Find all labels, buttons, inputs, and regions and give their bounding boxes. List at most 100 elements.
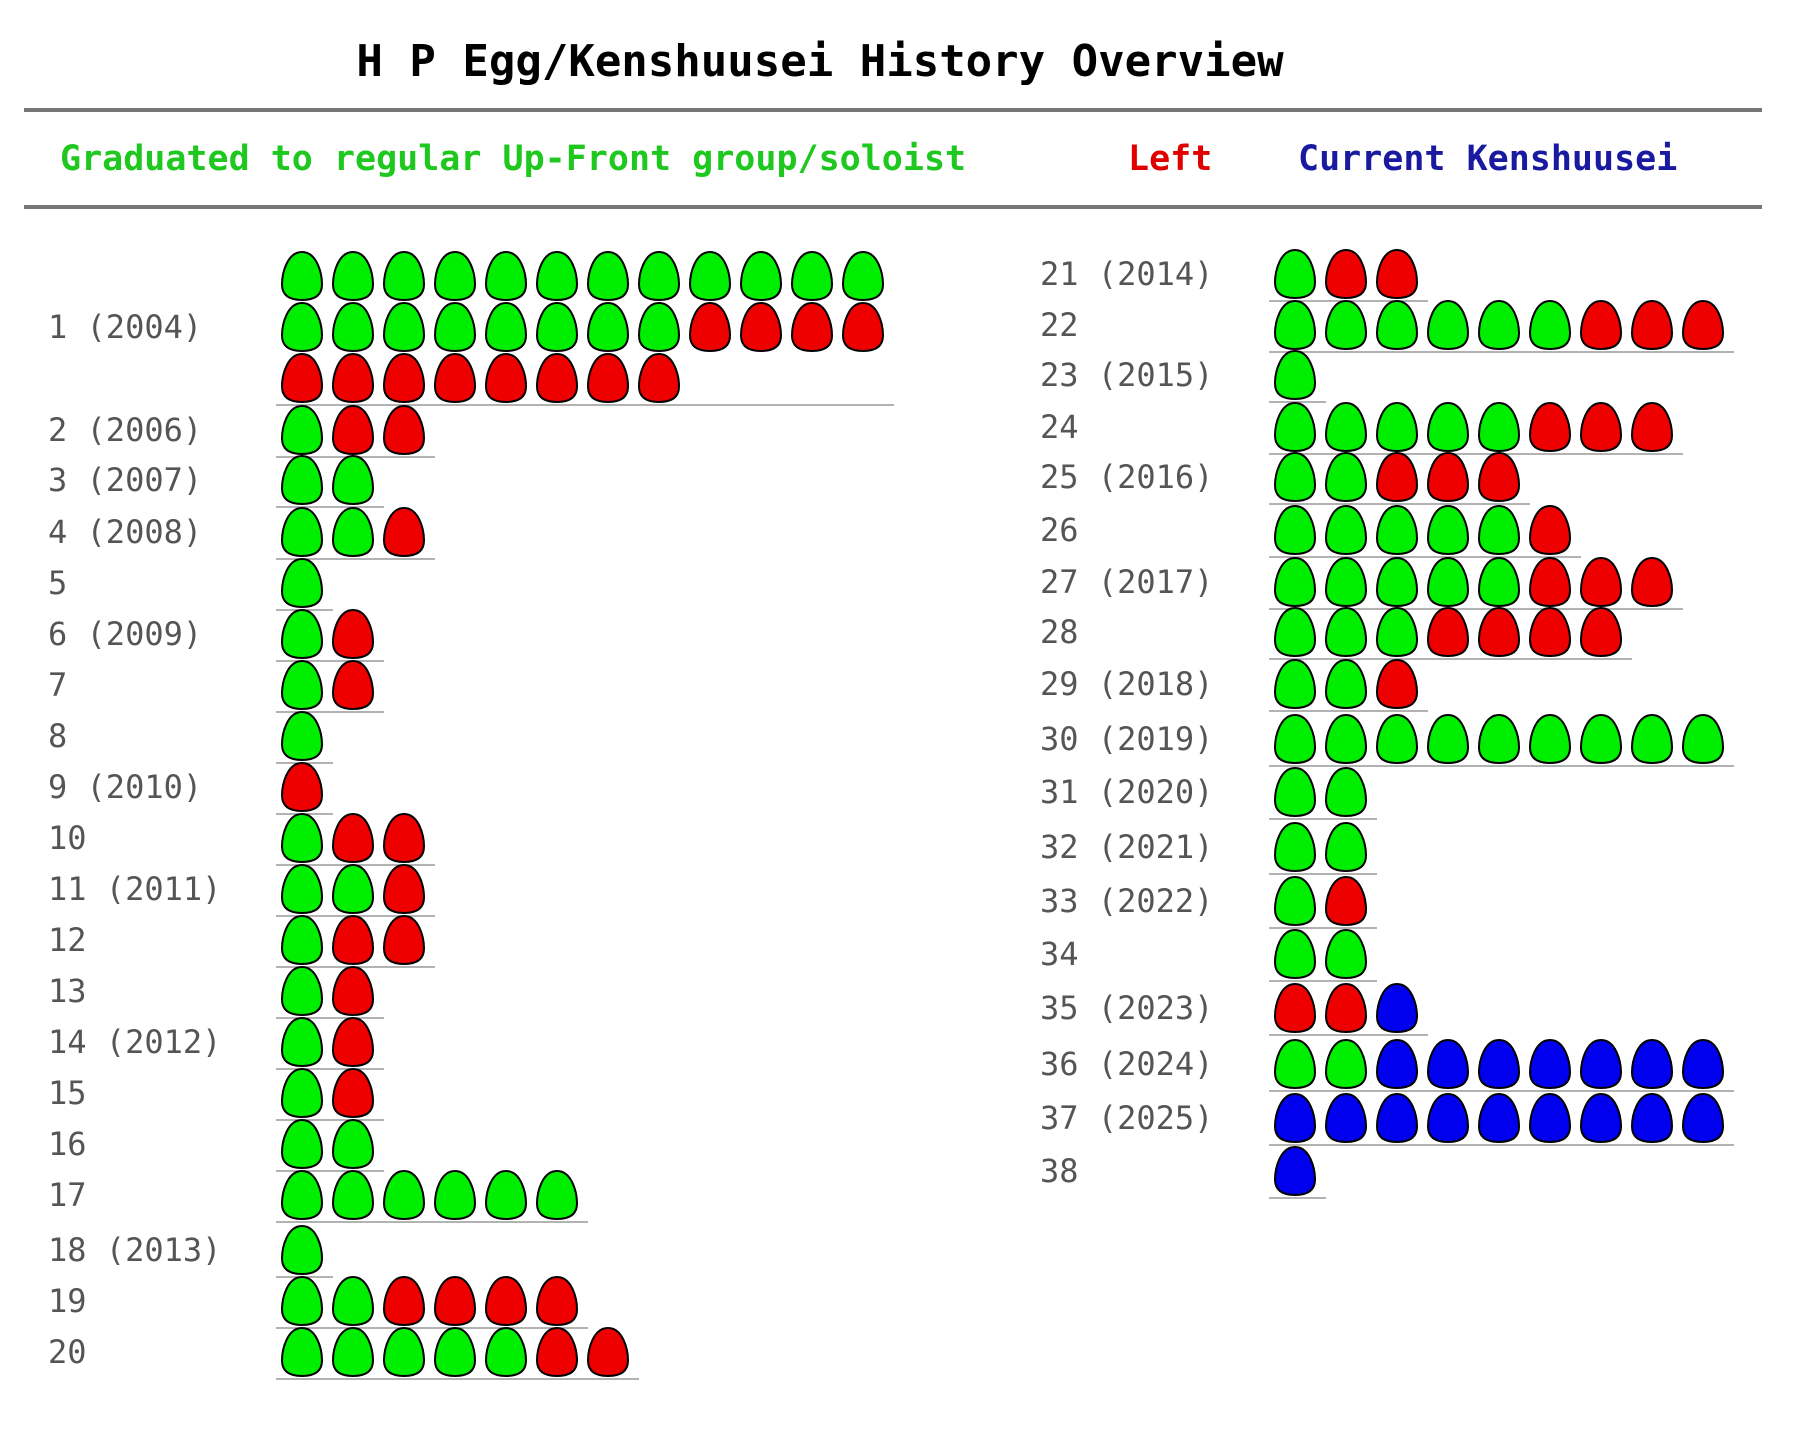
row-label: 26	[1040, 511, 1079, 549]
egg-graduated	[280, 1067, 324, 1119]
egg-graduated	[331, 250, 375, 302]
egg-graduated	[1273, 606, 1317, 658]
egg-left	[1324, 248, 1368, 300]
egg-left	[331, 404, 375, 456]
egg-graduated	[1426, 504, 1470, 556]
egg-graduated	[1477, 401, 1521, 453]
egg-graduated	[637, 250, 681, 302]
egg-graduated	[1324, 658, 1368, 710]
egg-graduated	[484, 1326, 528, 1378]
row-label: 17	[48, 1176, 87, 1214]
row-label: 5	[48, 564, 67, 602]
egg-graduated	[586, 301, 630, 353]
row-label: 18 (2013)	[48, 1231, 221, 1269]
egg-graduated	[1324, 556, 1368, 608]
egg-current	[1579, 1092, 1623, 1144]
egg-left	[1528, 606, 1572, 658]
egg-graduated	[433, 1326, 477, 1378]
egg-current	[1375, 1038, 1419, 1090]
egg-left	[1324, 982, 1368, 1034]
egg-graduated	[1273, 349, 1317, 401]
egg-graduated	[433, 250, 477, 302]
egg-graduated	[280, 914, 324, 966]
egg-graduated	[280, 557, 324, 609]
egg-graduated	[586, 250, 630, 302]
egg-left	[1273, 982, 1317, 1034]
egg-graduated	[280, 1169, 324, 1221]
egg-left	[1630, 556, 1674, 608]
egg-left	[586, 352, 630, 404]
egg-graduated	[484, 250, 528, 302]
egg-left	[1528, 504, 1572, 556]
egg-left	[1375, 248, 1419, 300]
egg-graduated	[382, 301, 426, 353]
egg-graduated	[331, 863, 375, 915]
row-label: 20	[48, 1333, 87, 1371]
egg-graduated	[1273, 299, 1317, 351]
egg-graduated	[280, 1224, 324, 1276]
egg-graduated	[688, 250, 732, 302]
egg-graduated	[1426, 401, 1470, 453]
egg-current	[1681, 1038, 1725, 1090]
egg-graduated	[1273, 713, 1317, 765]
chart-title: H P Egg/Kenshuusei History Overview	[356, 36, 1284, 87]
row-label: 10	[48, 819, 87, 857]
egg-graduated	[841, 250, 885, 302]
egg-graduated	[280, 301, 324, 353]
egg-current	[1273, 1092, 1317, 1144]
row-label: 37 (2025)	[1040, 1099, 1213, 1137]
egg-graduated	[1528, 713, 1572, 765]
egg-left	[280, 352, 324, 404]
row-label: 32 (2021)	[1040, 828, 1213, 866]
egg-graduated	[1324, 821, 1368, 873]
egg-graduated	[535, 301, 579, 353]
egg-graduated	[1324, 713, 1368, 765]
egg-graduated	[382, 1326, 426, 1378]
row-label: 31 (2020)	[1040, 773, 1213, 811]
egg-left	[382, 914, 426, 966]
row-label: 7	[48, 666, 67, 704]
egg-graduated	[1324, 451, 1368, 503]
egg-current	[1477, 1038, 1521, 1090]
egg-left	[331, 1016, 375, 1068]
egg-graduated	[382, 250, 426, 302]
egg-graduated	[1324, 766, 1368, 818]
egg-current	[1426, 1092, 1470, 1144]
egg-graduated	[280, 1275, 324, 1327]
egg-graduated	[382, 1169, 426, 1221]
egg-current	[1375, 982, 1419, 1034]
egg-current	[1324, 1092, 1368, 1144]
egg-current	[1681, 1092, 1725, 1144]
egg-graduated	[1273, 766, 1317, 818]
egg-graduated	[1426, 299, 1470, 351]
egg-graduated	[1324, 928, 1368, 980]
row-label: 16	[48, 1125, 87, 1163]
egg-graduated	[331, 454, 375, 506]
row-label: 33 (2022)	[1040, 882, 1213, 920]
egg-graduated	[331, 506, 375, 558]
egg-graduated	[1324, 401, 1368, 453]
egg-current	[1630, 1038, 1674, 1090]
legend-left: Left	[1128, 139, 1212, 179]
row-label: 38	[1040, 1152, 1079, 1190]
egg-graduated	[280, 812, 324, 864]
egg-graduated	[1324, 504, 1368, 556]
egg-graduated	[1273, 658, 1317, 710]
egg-left	[1630, 299, 1674, 351]
row-label: 8	[48, 717, 67, 755]
egg-rows: 1 (2004) 2 (2006) 3 (2007) 4 (2008) 5 6 (2009…	[48, 248, 1734, 1380]
egg-graduated	[1273, 556, 1317, 608]
egg-graduated	[790, 250, 834, 302]
egg-graduated	[535, 1169, 579, 1221]
egg-left	[535, 1326, 579, 1378]
egg-graduated	[1681, 713, 1725, 765]
egg-graduated	[280, 659, 324, 711]
egg-graduated	[1324, 1038, 1368, 1090]
row-label: 36 (2024)	[1040, 1045, 1213, 1083]
egg-graduated	[280, 1118, 324, 1170]
egg-left	[790, 301, 834, 353]
egg-current	[1426, 1038, 1470, 1090]
egg-left	[1579, 606, 1623, 658]
egg-left	[433, 1275, 477, 1327]
egg-left	[382, 863, 426, 915]
